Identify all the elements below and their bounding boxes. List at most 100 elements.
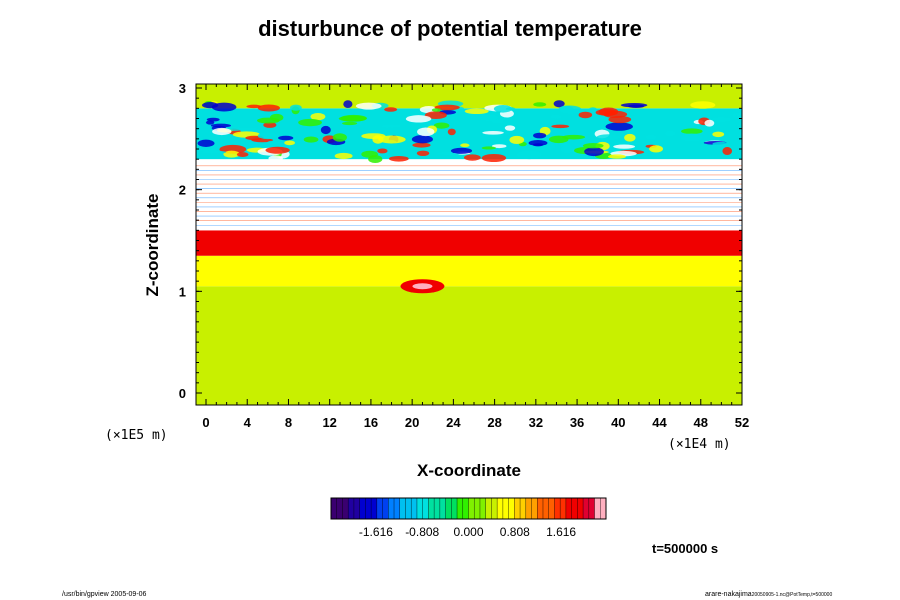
field-structure [257,132,278,140]
colorbar-cell [514,498,521,519]
field-structure [197,139,215,147]
field-structure [491,119,504,124]
field-structure [284,140,296,146]
field-structure [578,111,593,119]
field-structure [265,146,290,154]
field-structure [332,133,347,142]
field-structure [433,122,450,129]
field-structure [416,150,430,156]
field-structure [267,140,278,145]
field-structure [613,144,636,149]
x-tick-label: 8 [285,415,292,430]
colorbar-cell [588,498,596,519]
x-tick-label: 16 [364,415,378,430]
colorbar-cell [439,498,447,519]
y-tick-label: 1 [179,284,186,299]
field-structure [257,117,280,124]
plot-frame [195,83,743,406]
colorbar-cell [365,498,372,519]
field-structure [509,135,525,145]
x-tick-label: 36 [570,415,584,430]
field-structure [412,142,431,148]
x-tick-label: 44 [652,415,667,430]
field-structure [377,148,388,154]
field-structure [434,104,460,111]
field-structure [334,152,353,160]
field-structure [596,134,621,141]
field-structure [384,107,398,112]
field-structure [608,154,626,159]
field-structure [504,125,516,131]
field-structure [533,102,547,107]
colorbar-cell [520,498,527,519]
field-structure [419,106,438,114]
x-tick-label: 4 [244,415,252,430]
colorbar-tick-label: -0.808 [405,525,439,539]
field-structure [450,147,473,154]
y-tick-label: 2 [179,183,186,198]
field-structure [608,115,632,124]
field-structure [559,105,582,114]
field-structure [690,101,716,109]
colorbar-cell [376,498,384,519]
field-structure [560,145,575,154]
field-structure [246,104,262,109]
field-structure [550,114,562,119]
colorbar-cell [388,498,395,519]
field-structure [388,155,409,162]
field-structure [649,145,664,153]
field-structure [411,135,433,144]
field-structure [424,111,447,120]
field-structure [378,135,406,144]
colorbar-cell [491,498,498,519]
x-axis: 0 4 8 12 16 20 24 28 32 36 40 44 48 52 [202,84,749,430]
field-structure [533,132,547,139]
field-band [196,84,742,109]
footer-right-main: arare-nakajima [705,591,752,598]
time-label: t=500000 s [652,541,718,556]
field-structure [551,124,570,129]
colorbar-tick-label: 1.616 [546,525,576,539]
field-structure [681,128,703,135]
colorbar-ticks: -1.616 -0.808 0.000 0.808 1.616 [359,525,577,539]
field-structure [493,104,513,113]
field-structure [532,143,544,147]
field-structure [704,119,715,127]
colorbar-cell [485,498,492,519]
field-structure [236,152,249,157]
field-structure [533,145,544,151]
colorbar [330,498,607,519]
colorbar-cell [348,498,355,519]
field-structure [620,102,648,108]
field-structure [712,131,725,138]
field-structure [549,135,569,144]
colorbar-cell [525,498,533,519]
field-structure [732,112,742,119]
colorbar-cell [416,498,424,519]
field-structure [303,136,319,143]
footer-right-sub: 20050905-1.nc@PotTemp,t=500000 [752,592,833,598]
x-tick-label: 28 [487,415,501,430]
field-structure [588,107,598,113]
field-structure [553,100,565,108]
colorbar-cell [531,498,538,519]
x-tick-label: 40 [611,415,625,430]
y-tick-label: 3 [179,81,186,96]
field-structure [431,108,442,112]
field-structure [582,143,604,149]
colorbar-cell [405,498,412,519]
x-tick-label: 20 [405,415,419,430]
colorbar-cell [474,498,481,519]
x-scale-note: (×1E4 m) [668,437,731,452]
field-structure [481,146,496,150]
colorbar-cell [594,498,601,519]
field-anomaly-core [412,283,433,290]
field-band [196,255,742,287]
colorbar-cell [600,498,607,519]
colorbar-cell [457,498,464,519]
footer-left: /usr/bin/gpview 2005-09-06 [62,591,147,598]
field-structure [368,155,383,164]
y-scale-note: (×1E5 m) [105,428,168,443]
colorbar-cell [554,498,561,519]
